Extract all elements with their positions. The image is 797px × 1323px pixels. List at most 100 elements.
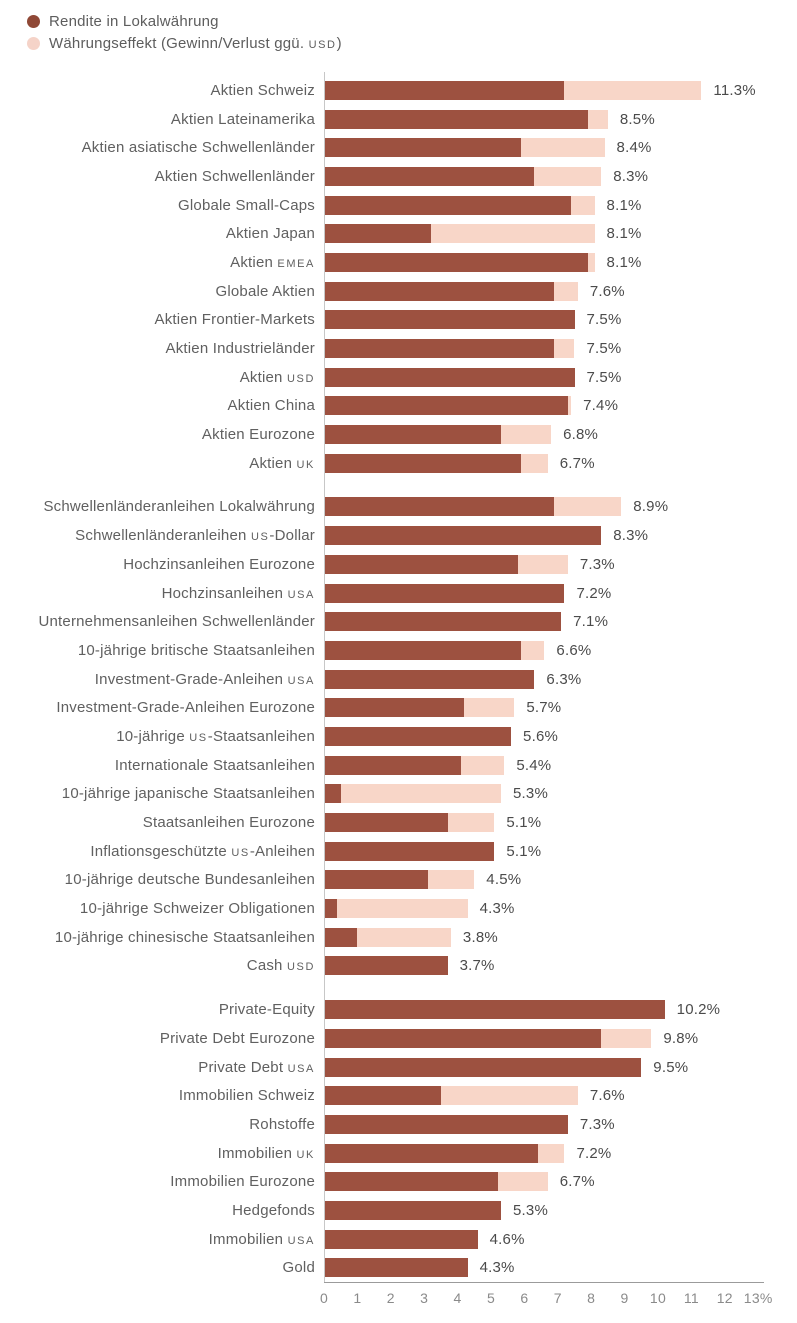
- bar-value-label: 11.3%: [713, 81, 756, 99]
- bar-segment-local-return: [324, 640, 522, 660]
- bar-value-label: 5.7%: [526, 699, 562, 717]
- bar-area: 8.3%: [324, 526, 797, 546]
- bar-area: 5.3%: [324, 784, 797, 804]
- bar-segment-local-return: [324, 813, 448, 833]
- bar-value-label: 4.3%: [479, 1259, 515, 1277]
- bar-value-label: 3.7%: [459, 957, 495, 975]
- row-label: 10-jährige US-Staatsanleihen: [116, 727, 315, 745]
- bar-value-label: 5.3%: [513, 785, 548, 803]
- bar-value-label: 9.8%: [663, 1029, 699, 1047]
- chart-row: Unternehmensanleihen Schwellenländer 7.1%: [0, 607, 797, 636]
- row-label: Immobilien Eurozone: [170, 1173, 315, 1191]
- y-axis-line: [324, 72, 325, 1283]
- bar-segment-local-return: [324, 1114, 568, 1134]
- bar-segment-local-return: [324, 1028, 602, 1048]
- bar-value-label: 4.6%: [489, 1230, 525, 1248]
- chart-row: Rohstoffe 7.3%: [0, 1110, 797, 1139]
- bar-area: 6.8%: [324, 425, 797, 445]
- bar-segment-local-return: [324, 927, 358, 947]
- bar-segment-local-return: [324, 339, 555, 359]
- chart-row: 10-jährige deutsche Bundesanleihen 4.5%: [0, 866, 797, 895]
- chart-row: Aktien Lateinamerika 8.5%: [0, 105, 797, 134]
- bar-area: 7.2%: [324, 583, 797, 603]
- bar-value-label: 8.1%: [606, 196, 642, 214]
- bar-value-label: 10.2%: [676, 1001, 721, 1019]
- x-axis-tick-label: 6: [520, 1290, 529, 1307]
- bar-area: 8.1%: [324, 195, 797, 215]
- bar-segment-local-return: [324, 281, 555, 301]
- bar-value-label: 3.8%: [462, 928, 498, 946]
- bar-value-label: 5.3%: [513, 1201, 549, 1219]
- chart-row: Aktien Eurozone 6.8%: [0, 420, 797, 449]
- bar-value-label: 5.6%: [523, 727, 559, 745]
- chart-row: Gold 4.3%: [0, 1254, 797, 1283]
- bar-segment-local-return: [324, 166, 535, 186]
- bar-value-label: 8.3%: [613, 167, 649, 185]
- row-label: Aktien Schwellenländer: [154, 167, 315, 185]
- bar-area: 7.4%: [324, 396, 797, 416]
- bar-area: 7.5%: [324, 367, 797, 387]
- bar-segment-local-return: [324, 1000, 665, 1020]
- bar-segment-local-return: [324, 138, 522, 158]
- bar-value-label: 7.1%: [573, 613, 609, 631]
- row-label: 10-jährige Schweizer Obligationen: [79, 900, 315, 918]
- group-bonds: Schwellenländeranleihen Lokalwährung 8.9%…: [0, 493, 797, 981]
- bar-area: 9.8%: [324, 1028, 797, 1048]
- row-label: Hochzinsanleihen USA: [161, 584, 315, 602]
- chart-row: Hedgefonds 5.3%: [0, 1196, 797, 1225]
- bar-area: 6.7%: [324, 1172, 797, 1192]
- x-axis: 0 1 2 3 4 5 6 7 8 9 10 11 12 13%: [320, 1282, 797, 1312]
- bar-segment-currency-effect: [501, 425, 552, 445]
- bar-segment-local-return: [324, 80, 565, 100]
- bar-value-label: 8.4%: [616, 139, 652, 157]
- bar-segment-currency-effect: [427, 870, 475, 890]
- chart-row: Immobilien Eurozone 6.7%: [0, 1167, 797, 1196]
- bar-segment-currency-effect: [440, 1086, 578, 1106]
- chart-row: Hochzinsanleihen Eurozone 7.3%: [0, 550, 797, 579]
- bar-area: 6.6%: [324, 640, 797, 660]
- bar-segment-currency-effect: [430, 224, 595, 244]
- row-label: Aktien Industrieländer: [165, 340, 315, 358]
- bar-segment-local-return: [324, 224, 431, 244]
- bar-segment-local-return: [324, 453, 522, 473]
- bar-area: 5.3%: [324, 1200, 797, 1220]
- bar-area: 5.7%: [324, 698, 797, 718]
- bar-segment-local-return: [324, 755, 461, 775]
- row-label: Internationale Staatsanleihen: [114, 756, 315, 774]
- chart-row: Private Debt Eurozone 9.8%: [0, 1024, 797, 1053]
- bar-area: 7.5%: [324, 339, 797, 359]
- bar-segment-currency-effect: [567, 396, 572, 416]
- bar-value-label: 6.8%: [563, 426, 599, 444]
- bar-segment-currency-effect: [554, 281, 578, 301]
- row-label: Schwellenländeranleihen Lokalwährung: [43, 498, 315, 516]
- bar-value-label: 7.5%: [586, 311, 622, 329]
- chart-row: Investment-Grade-Anleihen USA 6.3%: [0, 665, 797, 694]
- x-axis-tick-label: 8: [587, 1290, 596, 1307]
- bar-area: 8.5%: [324, 109, 797, 129]
- bar-value-label: 8.1%: [606, 225, 642, 243]
- chart-row: Aktien UK 6.7%: [0, 449, 797, 478]
- chart-row: Aktien Schwellenländer 8.3%: [0, 162, 797, 191]
- bar-chart: Aktien Schweiz 11.3% Aktien Lateinamerika 8…: [0, 72, 797, 1283]
- bar-segment-currency-effect: [521, 640, 545, 660]
- row-label: Investment-Grade-Anleihen USA: [94, 670, 315, 688]
- chart-groups: Aktien Schweiz 11.3% Aktien Lateinamerika 8…: [0, 76, 797, 1282]
- bar-segment-local-return: [324, 1057, 642, 1077]
- chart-row: Private-Equity 10.2%: [0, 995, 797, 1024]
- x-axis-line: [324, 1282, 764, 1284]
- chart-row: 10-jährige chinesische Staatsanleihen 3.8…: [0, 923, 797, 952]
- bar-segment-local-return: [324, 1258, 468, 1278]
- bar-area: 11.3%: [324, 80, 797, 100]
- bar-value-label: 7.2%: [576, 1144, 612, 1162]
- chart-row: 10-jährige japanische Staatsanleihen 5.3%: [0, 780, 797, 809]
- bar-value-label: 8.9%: [633, 498, 669, 516]
- bar-segment-local-return: [324, 1172, 498, 1192]
- chart-row: Internationale Staatsanleihen 5.4%: [0, 751, 797, 780]
- bar-segment-local-return: [324, 195, 572, 215]
- row-label: Immobilien USA: [208, 1230, 315, 1248]
- row-label: Private Debt Eurozone: [159, 1029, 315, 1047]
- bar-value-label: 8.3%: [613, 527, 649, 545]
- chart-row: Hochzinsanleihen USA 7.2%: [0, 579, 797, 608]
- bar-segment-local-return: [324, 396, 568, 416]
- legend-item-currency-effect: Währungseffekt (Gewinn/Verlust ggü. USD): [27, 32, 797, 54]
